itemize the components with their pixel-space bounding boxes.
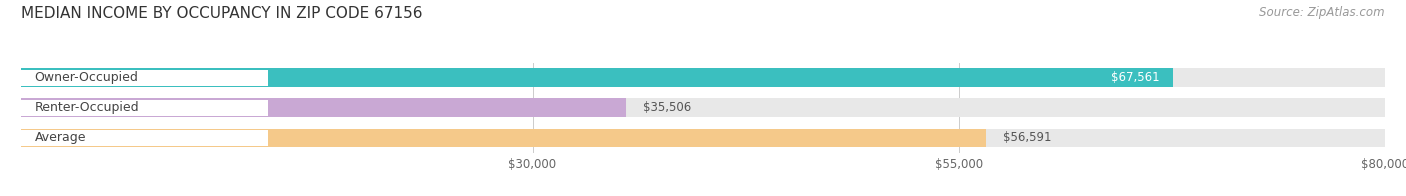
Text: Source: ZipAtlas.com: Source: ZipAtlas.com (1260, 6, 1385, 19)
Bar (21, 129, 986, 147)
Bar (21, 98, 627, 117)
Bar (21, 129, 1385, 147)
Bar (21, 100, 269, 116)
Text: $67,561: $67,561 (1111, 71, 1159, 84)
Text: Average: Average (35, 131, 86, 144)
Text: $35,506: $35,506 (644, 101, 692, 114)
Bar (21, 98, 1385, 117)
Bar (21, 130, 269, 146)
Bar (21, 70, 269, 86)
Bar (21, 68, 1173, 87)
Text: Renter-Occupied: Renter-Occupied (35, 101, 139, 114)
Text: Owner-Occupied: Owner-Occupied (35, 71, 139, 84)
Bar (21, 68, 1385, 87)
Text: MEDIAN INCOME BY OCCUPANCY IN ZIP CODE 67156: MEDIAN INCOME BY OCCUPANCY IN ZIP CODE 6… (21, 6, 423, 21)
Text: $56,591: $56,591 (1002, 131, 1052, 144)
